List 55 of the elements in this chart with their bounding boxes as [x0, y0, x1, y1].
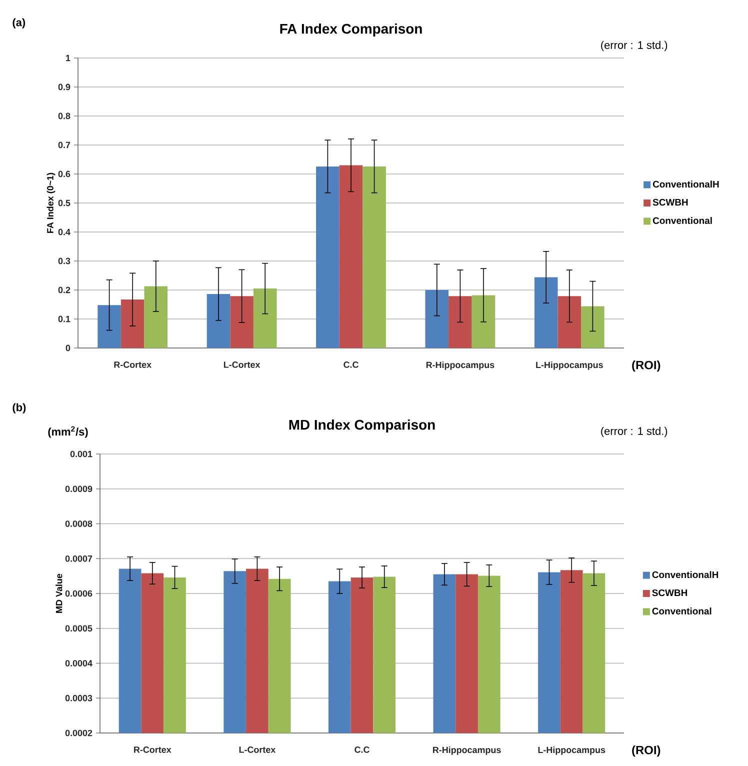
- bar: [316, 166, 340, 348]
- y-tick-label: 0: [66, 344, 70, 352]
- y-tick-label: 0.0007: [65, 555, 92, 562]
- legend-label: SCWBH: [652, 589, 688, 596]
- text: (error : 1 std.): [601, 40, 668, 52]
- legend-label: Conventional: [652, 217, 712, 224]
- y-tick-label: 0.1: [58, 316, 70, 322]
- text: (a): [12, 18, 26, 28]
- y-tick-label: 0.0008: [65, 520, 92, 527]
- bar: [339, 165, 363, 348]
- x-tick-label: L-Cortex: [224, 362, 260, 368]
- text: (b): [12, 403, 26, 414]
- y-tick-label: 0.0003: [65, 694, 92, 702]
- y-tick-label: 0.001: [70, 450, 92, 458]
- y-tick-label: 0.0009: [65, 486, 92, 492]
- y-axis-title: MD Value: [56, 574, 62, 613]
- y-tick-label: 0.7: [58, 142, 70, 148]
- y-tick-label: 0.0004: [65, 660, 92, 666]
- x-tick-label: C.C: [354, 746, 370, 753]
- legend-label: SCWBH: [652, 198, 688, 206]
- bar: [144, 286, 168, 348]
- y-axis-title: FA Index (0~1): [46, 172, 56, 233]
- x-axis-title: (ROI): [632, 360, 660, 372]
- y-tick-label: 0.6: [58, 170, 70, 178]
- x-tick-label: R-Hippocampus: [433, 746, 501, 755]
- chart-title: FA Index Comparison: [280, 23, 422, 36]
- x-tick-label: L-Cortex: [239, 746, 276, 753]
- x-tick-label: R-Cortex: [134, 746, 172, 753]
- y-tick-label: 0.0005: [65, 625, 92, 632]
- x-tick-label: R-Hippocampus: [426, 362, 494, 370]
- legend-label: ConventionalH: [652, 180, 719, 188]
- y-tick-label: 1: [66, 54, 70, 62]
- x-tick-label: C.C: [344, 362, 358, 368]
- x-tick-label: L-Hippocampus: [536, 362, 603, 370]
- text: (error : 1 std.): [601, 426, 668, 438]
- y-tick-label: 0.2: [58, 286, 70, 294]
- x-tick-label: L-Hippocampus: [538, 746, 606, 755]
- y-tick-label: 0.9: [58, 84, 70, 90]
- y-tick-label: 0.3: [58, 258, 70, 264]
- legend-label: Conventional: [652, 608, 712, 614]
- bar: [206, 294, 230, 348]
- y-tick-label: 0.5: [58, 200, 70, 206]
- bar: [362, 166, 386, 348]
- y-tick-label: 0.4: [58, 228, 70, 236]
- y-tick-label: 0.0002: [65, 730, 92, 736]
- legend-label: ConventionalH: [652, 571, 718, 578]
- y-tick-label: 0.8: [58, 112, 70, 120]
- bar: [253, 288, 277, 348]
- bar: [534, 277, 558, 348]
- text: (mm$^{2}$/s): [48, 426, 88, 438]
- y-tick-label: 0.0006: [65, 590, 92, 597]
- bar: [425, 290, 449, 348]
- x-tick-label: R-Cortex: [114, 362, 152, 368]
- chart-title: MD Index Comparison: [289, 419, 435, 432]
- x-axis-title: (ROI): [632, 746, 660, 757]
